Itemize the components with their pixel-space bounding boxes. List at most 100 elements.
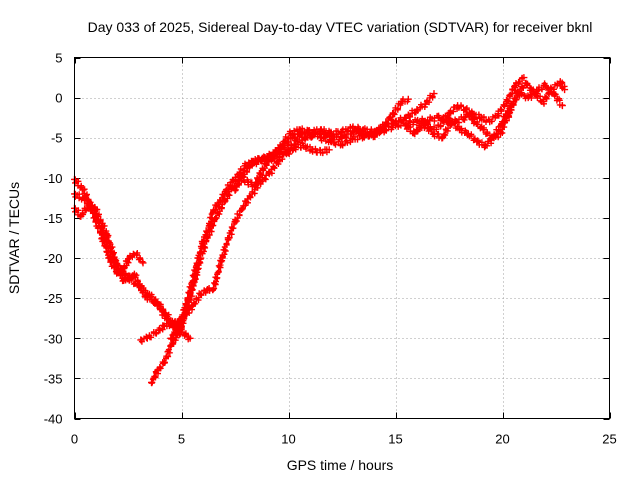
data-point — [479, 126, 487, 134]
x-axis-title: GPS time / hours — [287, 457, 394, 473]
data-point — [152, 298, 160, 306]
data-point — [257, 170, 265, 178]
data-point — [439, 134, 447, 142]
data-point — [130, 270, 138, 278]
plot-frame — [74, 57, 610, 419]
data-point — [430, 130, 438, 138]
data-point — [270, 154, 277, 162]
data-point — [143, 334, 151, 342]
data-point — [240, 202, 248, 210]
data-point — [460, 114, 468, 122]
data-point — [516, 90, 524, 98]
data-point — [436, 122, 444, 130]
data-point — [370, 130, 378, 138]
data-point — [265, 170, 273, 178]
data-marks — [71, 74, 569, 387]
y-tick-label: 5 — [55, 51, 62, 66]
data-point — [561, 86, 569, 94]
data-point — [300, 142, 307, 150]
data-point — [413, 106, 421, 114]
data-point — [522, 79, 530, 87]
data-point — [126, 253, 134, 260]
x-tick-label: 15 — [388, 432, 402, 447]
data-point — [175, 330, 183, 338]
chart-title: Day 033 of 2025, Sidereal Day-to-day VTE… — [88, 19, 593, 35]
data-point — [422, 100, 429, 108]
data-point — [359, 132, 367, 140]
data-point — [274, 158, 282, 166]
data-point — [133, 251, 141, 259]
data-point — [231, 186, 239, 194]
data-point — [148, 378, 155, 386]
data-point — [167, 320, 175, 328]
data-point — [327, 130, 335, 138]
data-point — [154, 366, 162, 374]
data-point — [398, 98, 406, 106]
data-point — [349, 135, 357, 143]
data-point — [79, 186, 87, 194]
data-point — [325, 146, 333, 154]
data-point — [447, 118, 455, 126]
data-point — [295, 126, 303, 134]
series-track-11 — [413, 80, 566, 151]
x-tick-label: 5 — [178, 432, 185, 447]
data-point — [218, 254, 226, 262]
data-point — [92, 210, 100, 218]
data-point — [285, 146, 292, 154]
y-tick-label: 0 — [55, 91, 62, 106]
data-point — [471, 118, 479, 126]
data-point — [111, 258, 119, 266]
y-tick-label: -20 — [44, 251, 63, 266]
data-point — [477, 114, 485, 122]
x-tick-label: 10 — [281, 432, 295, 447]
data-point — [77, 212, 85, 220]
data-point — [464, 130, 472, 138]
data-point — [203, 234, 211, 242]
data-point — [317, 134, 325, 142]
y-tick-label: -35 — [44, 371, 63, 386]
data-point — [520, 74, 528, 82]
data-point — [139, 259, 147, 267]
data-point — [237, 174, 245, 182]
data-point — [338, 140, 346, 148]
data-point — [359, 126, 367, 134]
data-point — [310, 130, 318, 138]
data-point — [220, 198, 228, 206]
data-point — [163, 314, 170, 322]
data-point — [280, 138, 288, 146]
data-point — [430, 90, 438, 98]
data-point — [186, 334, 194, 342]
y-tick-label: -40 — [44, 412, 63, 427]
data-point — [404, 95, 412, 103]
data-point — [210, 285, 218, 292]
data-point — [445, 110, 453, 118]
data-point — [473, 138, 481, 146]
data-point — [250, 182, 258, 190]
data-point — [308, 146, 316, 154]
data-point — [244, 178, 252, 186]
data-point — [422, 122, 429, 130]
data-point — [381, 126, 389, 134]
x-tick-label: 0 — [71, 432, 78, 447]
data-point — [454, 102, 462, 110]
data-point — [173, 325, 181, 333]
data-point — [212, 214, 220, 222]
data-point — [507, 102, 515, 110]
data-point — [494, 110, 502, 118]
data-point — [486, 118, 494, 126]
data-point — [197, 290, 205, 298]
data-point — [160, 358, 168, 366]
y-axis-title: SDTVAR / TECUs — [6, 182, 22, 294]
data-point — [103, 238, 111, 246]
data-point — [481, 142, 489, 150]
data-point — [255, 156, 262, 164]
data-point — [550, 90, 558, 98]
data-point — [203, 286, 211, 294]
data-point — [188, 302, 196, 310]
data-point — [524, 94, 532, 102]
data-point — [402, 122, 410, 130]
data-point — [499, 118, 506, 126]
data-point — [302, 134, 310, 142]
data-point — [419, 118, 427, 126]
